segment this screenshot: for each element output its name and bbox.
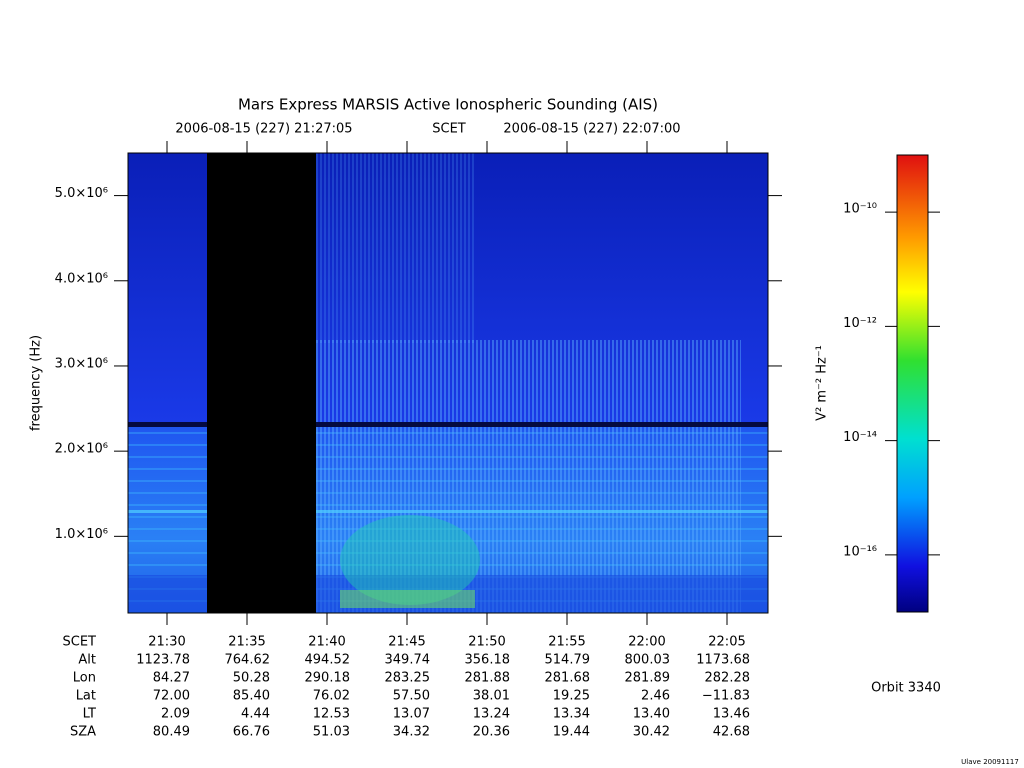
x-tick-label: 21:45 bbox=[388, 635, 425, 650]
ephemeris-value: 764.62 bbox=[225, 653, 271, 668]
colorbar-tick-label: 10⁻¹² bbox=[843, 316, 877, 331]
ephemeris-label: LT bbox=[83, 707, 96, 722]
ephemeris-value: 19.44 bbox=[553, 725, 590, 740]
ephemeris-label: Lon bbox=[73, 671, 96, 686]
ephemeris-value: 4.44 bbox=[241, 707, 270, 722]
ephemeris-value: 1173.68 bbox=[696, 653, 750, 668]
ephemeris-value: 57.50 bbox=[393, 689, 430, 704]
x-tick-label: 21:55 bbox=[548, 635, 585, 650]
colorbar-tick-label: 10⁻¹⁰ bbox=[843, 202, 877, 217]
ephemeris-value: 1123.78 bbox=[136, 653, 190, 668]
ephemeris-value: 2.09 bbox=[161, 707, 190, 722]
ephemeris-value: 13.46 bbox=[713, 707, 750, 722]
ephemeris-value: 38.01 bbox=[473, 689, 510, 704]
ephemeris-value: 66.76 bbox=[233, 725, 270, 740]
ephemeris-label: Lat bbox=[76, 689, 96, 704]
ephemeris-value: 514.79 bbox=[545, 653, 591, 668]
start-time: 2006-08-15 (227) 21:27:05 bbox=[175, 122, 352, 137]
ephemeris-label: Alt bbox=[78, 653, 96, 668]
ephemeris-value: 50.28 bbox=[233, 671, 270, 686]
ephemeris-value: 2.46 bbox=[641, 689, 670, 704]
ephemeris-value: 281.68 bbox=[545, 671, 591, 686]
ephemeris-value: 80.49 bbox=[153, 725, 190, 740]
colorbar bbox=[896, 154, 929, 613]
ephemeris-value: 30.42 bbox=[633, 725, 670, 740]
ephemeris-value: 13.40 bbox=[633, 707, 670, 722]
ephemeris-value: 281.89 bbox=[625, 671, 671, 686]
x-tick-label: 21:40 bbox=[308, 635, 345, 650]
orbit: Orbit 3340 bbox=[871, 681, 941, 696]
y-tick-label: 2.0×10⁶ bbox=[55, 442, 108, 457]
y-tick-label: 1.0×10⁶ bbox=[55, 527, 108, 542]
ephemeris-value: −11.83 bbox=[702, 689, 750, 704]
y-tick-label: 4.0×10⁶ bbox=[55, 271, 108, 286]
end-time: 2006-08-15 (227) 22:07:00 bbox=[503, 122, 680, 137]
ephemeris-value: 13.34 bbox=[553, 707, 590, 722]
ephemeris-value: 12.53 bbox=[313, 707, 350, 722]
y-tick-label: 3.0×10⁶ bbox=[55, 356, 108, 371]
ephemeris-value: 349.74 bbox=[385, 653, 431, 668]
ephemeris-value: 281.88 bbox=[465, 671, 511, 686]
x-tick-label: 21:30 bbox=[148, 635, 185, 650]
ephemeris-value: 800.03 bbox=[625, 653, 671, 668]
colorbar-label: V² m⁻² Hz⁻¹ bbox=[815, 345, 830, 421]
colorbar-tick-label: 10⁻¹⁴ bbox=[843, 430, 877, 445]
x-tick-label: 21:35 bbox=[228, 635, 265, 650]
ephemeris-value: 13.07 bbox=[393, 707, 430, 722]
spectrogram bbox=[128, 153, 768, 613]
ephemeris-value: 34.32 bbox=[393, 725, 430, 740]
x-tick-label: 21:50 bbox=[468, 635, 505, 650]
x-tick-label: 22:00 bbox=[628, 635, 665, 650]
ephemeris-value: 20.36 bbox=[473, 725, 510, 740]
y-tick-label: 5.0×10⁶ bbox=[55, 186, 108, 201]
y-axis-label: frequency (Hz) bbox=[29, 335, 44, 431]
footer: Ulave 20091117 bbox=[961, 758, 1019, 766]
time-system: SCET bbox=[432, 122, 466, 137]
ephemeris-label: SCET bbox=[63, 635, 97, 650]
ephemeris-value: 76.02 bbox=[313, 689, 350, 704]
ephemeris-value: 84.27 bbox=[153, 671, 190, 686]
ephemeris-label: SZA bbox=[70, 725, 96, 740]
ephemeris-value: 85.40 bbox=[233, 689, 270, 704]
ephemeris-value: 290.18 bbox=[305, 671, 351, 686]
ephemeris-value: 19.25 bbox=[553, 689, 590, 704]
ephemeris-value: 72.00 bbox=[153, 689, 190, 704]
ephemeris-value: 356.18 bbox=[465, 653, 511, 668]
ephemeris-value: 282.28 bbox=[705, 671, 751, 686]
ephemeris-value: 13.24 bbox=[473, 707, 510, 722]
ephemeris-value: 283.25 bbox=[385, 671, 431, 686]
colorbar-tick-label: 10⁻¹⁶ bbox=[843, 544, 877, 559]
plot-frame bbox=[127, 152, 769, 614]
x-tick-label: 22:05 bbox=[708, 635, 745, 650]
ephemeris-value: 51.03 bbox=[313, 725, 350, 740]
ephemeris-value: 494.52 bbox=[305, 653, 351, 668]
title: Mars Express MARSIS Active Ionospheric S… bbox=[238, 96, 658, 114]
ephemeris-value: 42.68 bbox=[713, 725, 750, 740]
